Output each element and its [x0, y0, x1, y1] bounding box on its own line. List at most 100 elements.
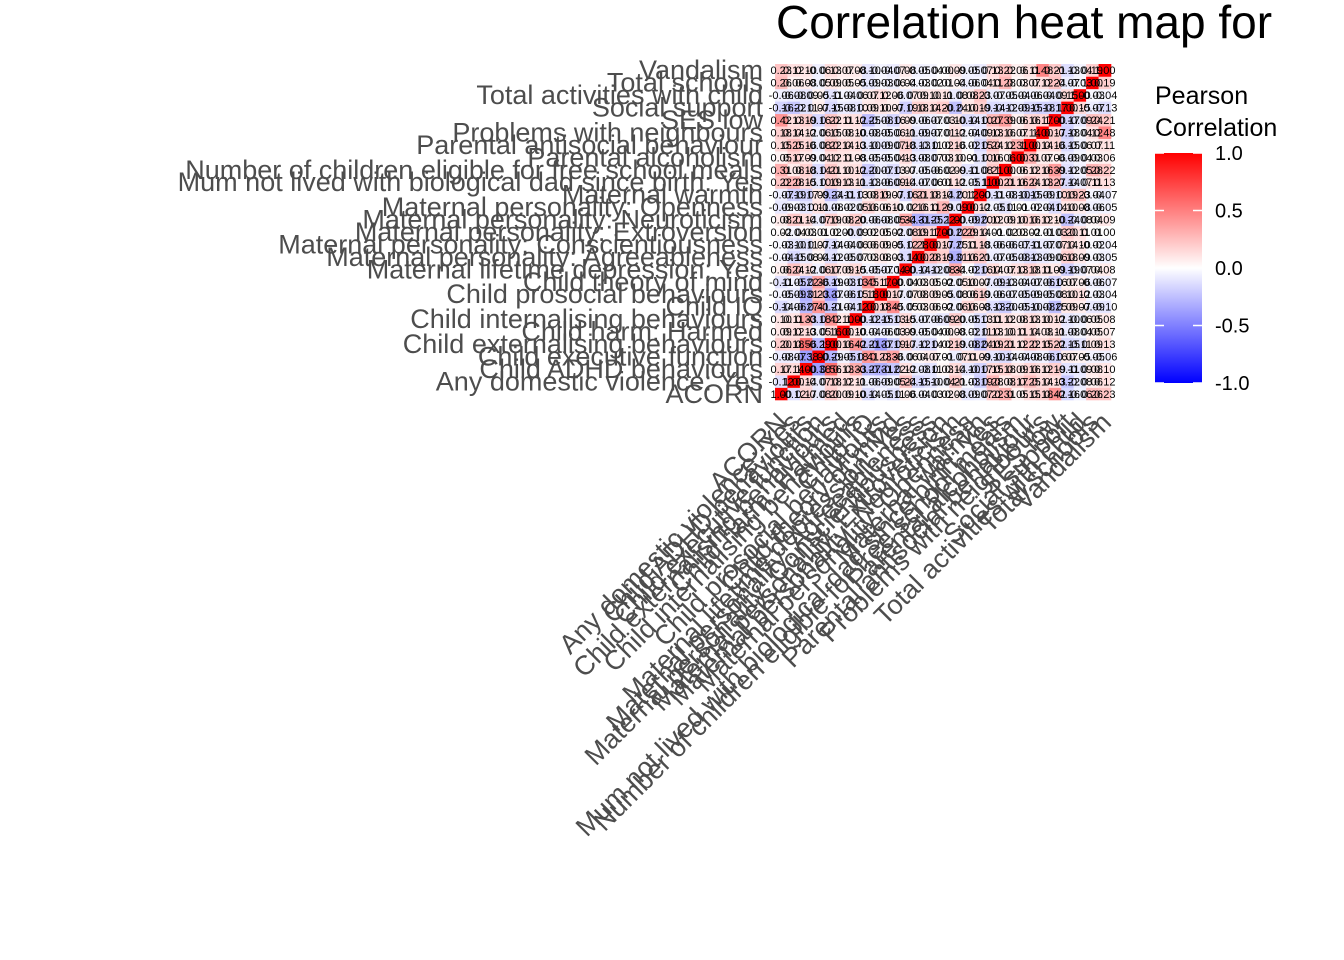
heatmap-cell	[1073, 288, 1087, 301]
heatmap-cell	[862, 325, 875, 339]
heatmap-cell-value: -0.15	[843, 289, 868, 301]
heatmap-cell	[899, 88, 913, 102]
heatmap-cell-value: 0.09	[895, 327, 916, 339]
heatmap-cell-value: 0.01	[932, 351, 953, 363]
heatmap-cell-value: -0.09	[1030, 190, 1055, 202]
heatmap-cell	[1011, 151, 1025, 164]
heatmap-cell	[1073, 362, 1087, 376]
heatmap-cell-value: -0.06	[806, 127, 831, 139]
heatmap-cell	[911, 312, 925, 326]
heatmap-cell-value: 0.07	[833, 65, 854, 77]
heatmap-cell-value: -0.03	[1080, 90, 1105, 102]
heatmap-cell-value: -0.08	[993, 190, 1018, 202]
heatmap-cell	[1073, 151, 1087, 164]
heatmap-cell-value: 0.16	[833, 339, 854, 351]
heatmap-cell	[936, 213, 950, 227]
heatmap-cell	[874, 138, 888, 152]
heatmap-cell-value: 0.22	[982, 389, 1003, 401]
heatmap-cell	[1036, 263, 1050, 276]
heatmap-cell	[799, 126, 813, 139]
heatmap-cell	[1098, 126, 1112, 139]
heatmap-cell-value: 0.02	[932, 140, 953, 152]
heatmap-cell	[787, 275, 801, 289]
heatmap-cell	[1073, 76, 1087, 90]
heatmap-cell	[1098, 350, 1112, 363]
heatmap-cell	[936, 126, 950, 139]
heatmap-cell-value: 0.19	[970, 103, 991, 115]
heatmap-cell-value: -0.12	[918, 264, 943, 276]
heatmap-cell	[986, 200, 1000, 214]
heatmap-cell-value: -0.08	[1005, 252, 1030, 264]
heatmap-cell	[1036, 238, 1050, 251]
heatmap-cell	[1086, 263, 1099, 276]
heatmap-cell-value: -0.14	[993, 351, 1018, 363]
heatmap-cell-value: -0.05	[868, 389, 893, 401]
heatmap-cell	[911, 200, 925, 214]
heatmap-cell-value: -0.13	[906, 140, 931, 152]
heatmap-cell-value: -0.14	[955, 115, 980, 127]
heatmap-cell	[1086, 325, 1099, 339]
heatmap-cell	[787, 250, 801, 264]
heatmap-cell	[887, 176, 900, 189]
heatmap-cell-value: -0.31	[943, 252, 968, 264]
heatmap-cell	[775, 337, 788, 351]
heatmap-cell-value: -0.38	[794, 351, 819, 363]
heatmap-cell-value: 0.16	[1019, 115, 1040, 127]
heatmap-cell	[986, 238, 1000, 251]
heatmap-cell-value: -0.03	[868, 78, 893, 90]
y-axis-tick-label: Child prosocial behaviours	[446, 279, 763, 309]
heatmap-cell-value: -0.11	[831, 190, 855, 202]
heatmap-cell-value: -0.22	[1055, 376, 1080, 388]
heatmap-cell	[999, 350, 1012, 363]
heatmap-cell	[1048, 88, 1062, 102]
heatmap-cell	[812, 275, 826, 289]
heatmap-cell	[1073, 312, 1087, 326]
heatmap-cell	[837, 387, 850, 401]
heatmap-cell	[1073, 350, 1087, 363]
heatmap-cell-value: 0.15	[982, 364, 1003, 376]
heatmap-cell-value: 0.22	[1094, 165, 1115, 177]
heatmap-cell	[824, 387, 838, 401]
heatmap-cell	[775, 200, 788, 214]
heatmap-cell	[961, 225, 975, 239]
heatmap-cell	[824, 300, 838, 314]
heatmap-cell	[1036, 325, 1050, 339]
heatmap-cell-value: 0.12	[795, 127, 816, 139]
heatmap-cell	[899, 126, 913, 139]
heatmap-cell	[874, 213, 888, 227]
heatmap-cell-value: 0.12	[945, 177, 966, 189]
heatmap-cell-value: 0.31	[771, 165, 792, 177]
heatmap-cell-value: 0.02	[883, 227, 904, 239]
heatmap-cell	[862, 126, 875, 139]
heatmap-cell	[1086, 64, 1099, 77]
heatmap-cell	[936, 375, 950, 388]
heatmap-cell	[1048, 288, 1062, 301]
heatmap-cell-value: 0.11	[982, 78, 1003, 90]
heatmap-cell	[887, 76, 900, 90]
heatmap-cell-value: -0.11	[981, 190, 1005, 202]
heatmap-cell-value: -0.06	[806, 264, 831, 276]
heatmap-cell	[999, 188, 1012, 202]
heatmap-cell	[949, 151, 962, 164]
heatmap-cell	[887, 275, 900, 289]
heatmap-cell-value: -0.25	[918, 215, 943, 227]
heatmap-cell	[961, 263, 975, 276]
heatmap-cell-value: 0.06	[1069, 277, 1090, 289]
heatmap-cell	[999, 200, 1012, 214]
heatmap-cell	[1098, 387, 1112, 401]
heatmap-cell-value: 0.28	[982, 376, 1003, 388]
heatmap-cell-value: -0.20	[968, 215, 993, 227]
heatmap-cell-value: -0.22	[794, 277, 819, 289]
heatmap-cell	[949, 64, 962, 77]
heatmap-cell-value: -0.18	[806, 314, 831, 326]
heatmap-cell-value: -0.17	[794, 190, 819, 202]
heatmap-cell	[824, 64, 838, 77]
heatmap-cell	[775, 362, 788, 376]
heatmap-cell	[949, 88, 962, 102]
heatmap-cell	[775, 375, 788, 388]
heatmap-cell-value: 0.07	[808, 239, 829, 251]
heatmap-cell-value: 0.08	[945, 389, 966, 401]
heatmap-cell-value: -0.15	[781, 252, 806, 264]
heatmap-cell-value: 0.04	[907, 351, 928, 363]
heatmap-cell-value: 0.16	[945, 140, 966, 152]
